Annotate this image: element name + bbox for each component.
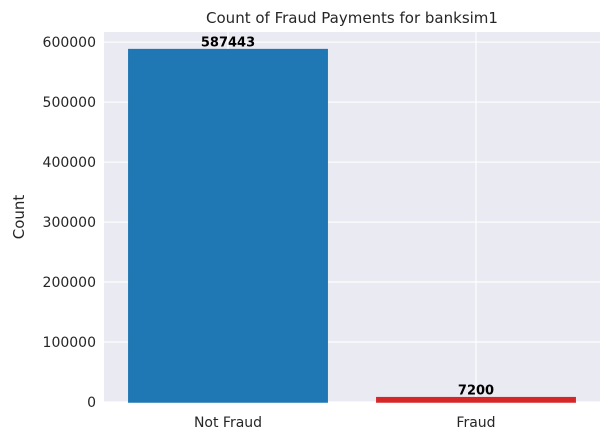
y-tick-label: 200000: [43, 275, 96, 291]
y-tick-label: 600000: [43, 35, 96, 51]
bar-value-label: 587443: [201, 36, 255, 51]
chart-title: Count of Fraud Payments for banksim1: [206, 9, 498, 27]
bar-fraud: [376, 396, 576, 403]
y-tick-label: 0: [87, 395, 96, 411]
y-tick-label: 400000: [43, 155, 96, 171]
y-tick-label: 300000: [43, 215, 96, 231]
y-tick-label: 500000: [43, 95, 96, 111]
x-tick-label: Fraud: [456, 415, 495, 431]
bars: [128, 48, 576, 403]
y-axis-label: Count: [10, 195, 28, 240]
x-tick-label: Not Fraud: [194, 415, 262, 431]
bar-not-fraud: [128, 48, 328, 403]
x-axis-ticks: Not Fraud Fraud: [194, 415, 496, 431]
bar-value-label: 7200: [458, 384, 494, 399]
data-labels: 587443 7200: [201, 36, 494, 399]
y-tick-label: 100000: [43, 335, 96, 351]
y-axis-ticks: 0 100000 200000 300000 400000 500000 600000: [43, 35, 96, 411]
